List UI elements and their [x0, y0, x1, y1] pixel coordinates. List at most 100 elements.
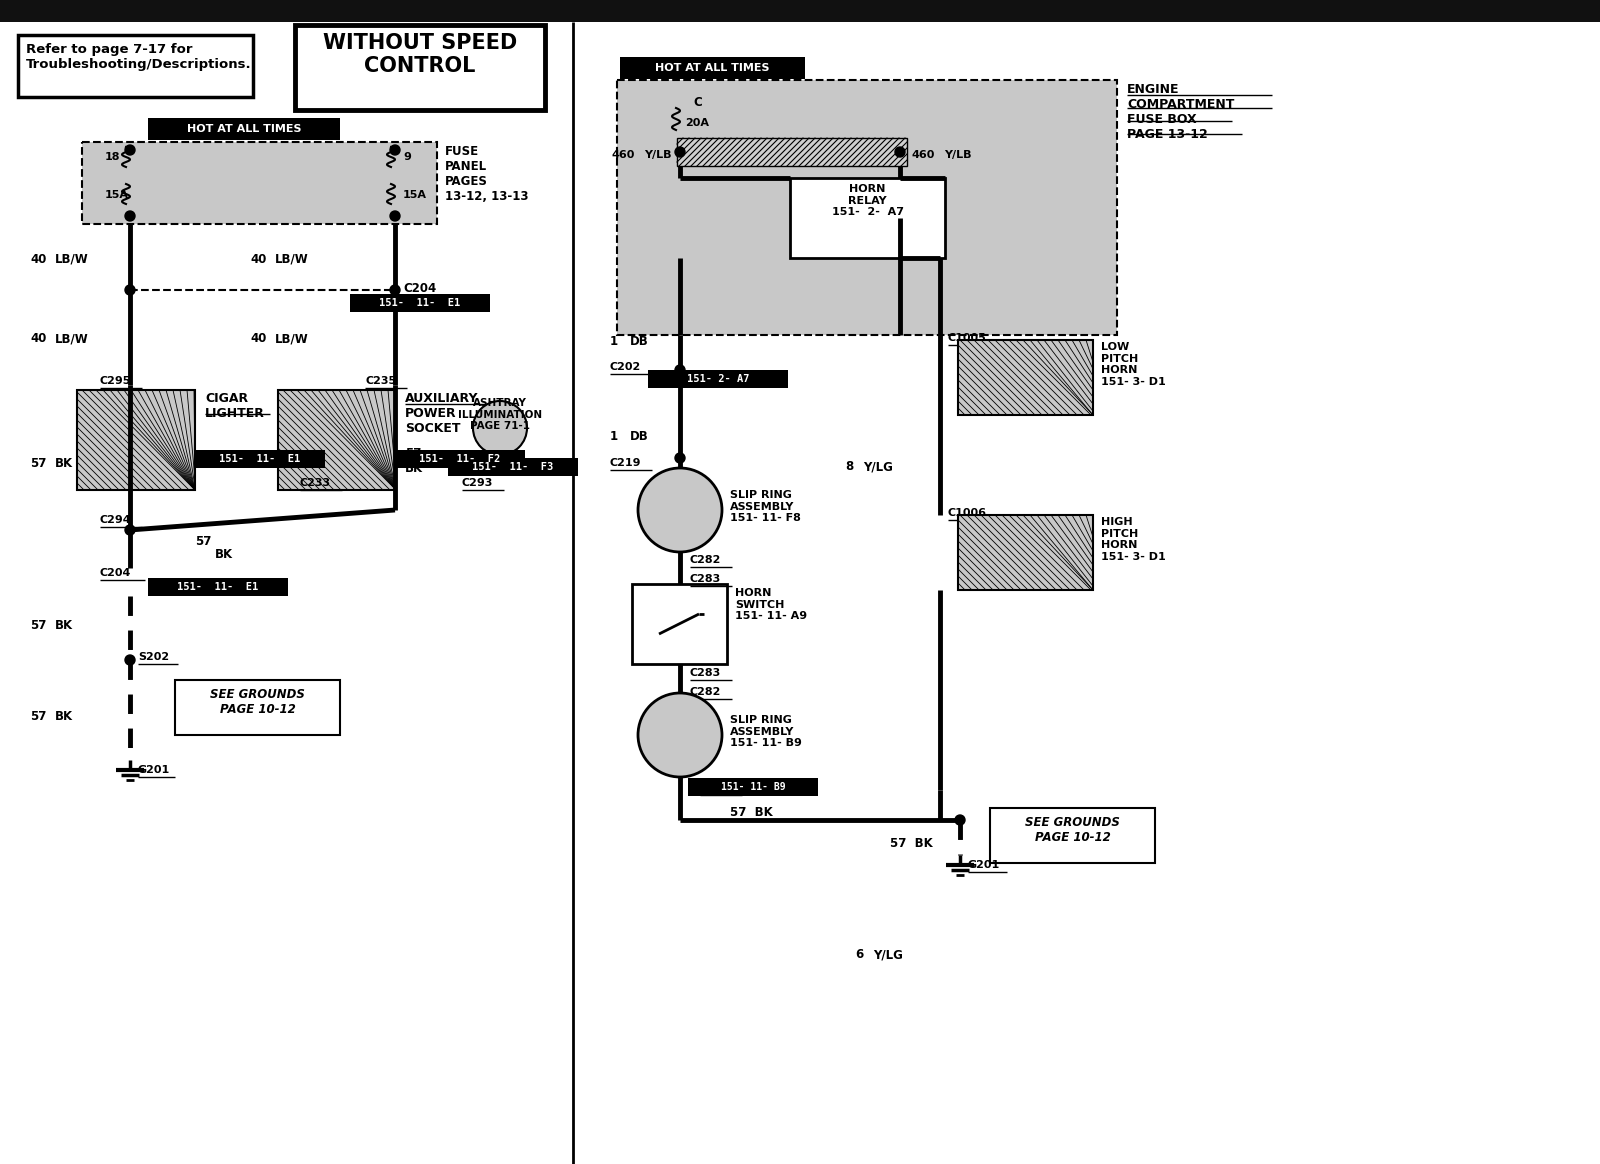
Text: C233: C233 [301, 478, 331, 488]
Text: 1: 1 [610, 430, 618, 443]
Text: G201: G201 [968, 860, 1000, 870]
Text: SEE GROUNDS
PAGE 10-12: SEE GROUNDS PAGE 10-12 [210, 688, 306, 716]
Circle shape [675, 147, 685, 157]
Bar [77, 390, 195, 490]
Text: 57  BK: 57 BK [730, 805, 773, 819]
Text: 40: 40 [30, 332, 46, 345]
Text: C282: C282 [690, 687, 722, 697]
Text: WITHOUT SPEED
CONTROL: WITHOUT SPEED CONTROL [323, 33, 517, 76]
Text: C282: C282 [690, 555, 722, 565]
Text: DB: DB [630, 430, 648, 443]
Circle shape [125, 146, 134, 155]
Text: 151-  11-  E1: 151- 11- E1 [219, 454, 301, 464]
Text: 460: 460 [912, 150, 936, 159]
Circle shape [390, 285, 400, 294]
Text: 6: 6 [854, 947, 864, 961]
Text: C294: C294 [99, 514, 131, 525]
Text: C219: C219 [701, 783, 731, 793]
Text: C1005: C1005 [947, 333, 987, 343]
Text: HORN
SWITCH
151- 11- A9: HORN SWITCH 151- 11- A9 [734, 588, 806, 622]
Text: HORN
RELAY
151-  2-  A7: HORN RELAY 151- 2- A7 [832, 184, 904, 218]
Circle shape [894, 147, 906, 157]
Text: ASHTRAY
ILLUMINATION
PAGE 71-1: ASHTRAY ILLUMINATION PAGE 71-1 [458, 398, 542, 431]
Text: 151- 11- B9: 151- 11- B9 [720, 782, 786, 792]
Bar [618, 80, 1117, 335]
Bar [18, 35, 253, 97]
Text: 1: 1 [610, 335, 618, 348]
Text: C235: C235 [365, 376, 397, 386]
Text: LOW
PITCH
HORN
151- 3- D1: LOW PITCH HORN 151- 3- D1 [1101, 342, 1166, 386]
Bar [0, 0, 1600, 22]
Text: C: C [693, 95, 702, 109]
Text: HIGH
PITCH
HORN
151- 3- D1: HIGH PITCH HORN 151- 3- D1 [1101, 517, 1166, 562]
Text: 40: 40 [30, 253, 46, 267]
Text: SLIP RING
ASSEMBLY
151- 11- B9: SLIP RING ASSEMBLY 151- 11- B9 [730, 715, 802, 748]
Text: LB/W: LB/W [275, 253, 309, 267]
Bar [448, 457, 578, 476]
Bar [395, 450, 525, 468]
Text: BK: BK [54, 457, 74, 470]
Text: BK: BK [54, 619, 74, 632]
Text: 57: 57 [30, 619, 46, 632]
Circle shape [125, 211, 134, 221]
Text: 57: 57 [405, 447, 421, 460]
Circle shape [638, 468, 722, 552]
Text: BK: BK [54, 710, 74, 723]
Text: BK: BK [405, 462, 422, 475]
Text: ~: ~ [491, 413, 509, 433]
Text: 9: 9 [403, 152, 411, 162]
Text: LB/W: LB/W [54, 253, 88, 267]
Circle shape [125, 655, 134, 665]
Text: CIGAR
LIGHTER: CIGAR LIGHTER [205, 392, 266, 420]
Text: 151-  11-  E1: 151- 11- E1 [379, 298, 461, 308]
Bar [278, 390, 397, 490]
Bar [632, 584, 726, 663]
Text: 151- 2- A7: 151- 2- A7 [686, 374, 749, 384]
Text: 151-  11-  E1: 151- 11- E1 [178, 582, 259, 592]
Circle shape [638, 693, 722, 778]
Text: SLIP RING
ASSEMBLY
151- 11- F8: SLIP RING ASSEMBLY 151- 11- F8 [730, 490, 802, 523]
Text: C202: C202 [610, 362, 642, 372]
Text: C204: C204 [99, 568, 131, 579]
Bar [294, 24, 546, 111]
Text: C293: C293 [462, 478, 493, 488]
Text: Y/LG: Y/LG [862, 460, 893, 473]
Text: 460: 460 [611, 150, 635, 159]
Text: Y/LB: Y/LB [944, 150, 971, 159]
Bar [990, 808, 1155, 863]
Circle shape [474, 402, 526, 455]
Bar [147, 118, 339, 140]
Text: 57: 57 [195, 535, 211, 548]
Text: 18: 18 [106, 152, 120, 162]
Text: 8: 8 [845, 460, 853, 473]
Text: C1006: C1006 [947, 508, 987, 518]
Text: Y/LG: Y/LG [874, 947, 902, 961]
Text: C283: C283 [690, 668, 722, 677]
Text: 57: 57 [30, 710, 46, 723]
Bar [688, 778, 818, 796]
Text: 15A: 15A [106, 190, 130, 200]
Circle shape [675, 365, 685, 375]
Bar [677, 139, 907, 166]
Text: Y/LB: Y/LB [643, 150, 672, 159]
Bar [195, 450, 325, 468]
Text: LB/W: LB/W [275, 332, 309, 345]
Circle shape [675, 453, 685, 463]
Text: HOT AT ALL TIMES: HOT AT ALL TIMES [187, 125, 301, 134]
Text: 15A: 15A [403, 190, 427, 200]
Text: C283: C283 [690, 574, 722, 584]
Bar [958, 514, 1093, 590]
Text: C219: C219 [610, 457, 642, 468]
Bar [790, 178, 946, 258]
Bar [82, 142, 437, 223]
Text: HOT AT ALL TIMES: HOT AT ALL TIMES [656, 63, 770, 73]
Text: S202: S202 [138, 652, 170, 662]
Circle shape [390, 146, 400, 155]
Text: G201: G201 [138, 765, 170, 775]
Text: Refer to page 7-17 for
Troubleshooting/Descriptions.: Refer to page 7-17 for Troubleshooting/D… [26, 43, 251, 71]
Bar [174, 680, 339, 734]
Text: FUSE
PANEL
PAGES
13-12, 13-13: FUSE PANEL PAGES 13-12, 13-13 [445, 146, 528, 203]
Bar [350, 294, 490, 312]
Text: LB/W: LB/W [54, 332, 88, 345]
Text: 57  BK: 57 BK [890, 837, 933, 850]
